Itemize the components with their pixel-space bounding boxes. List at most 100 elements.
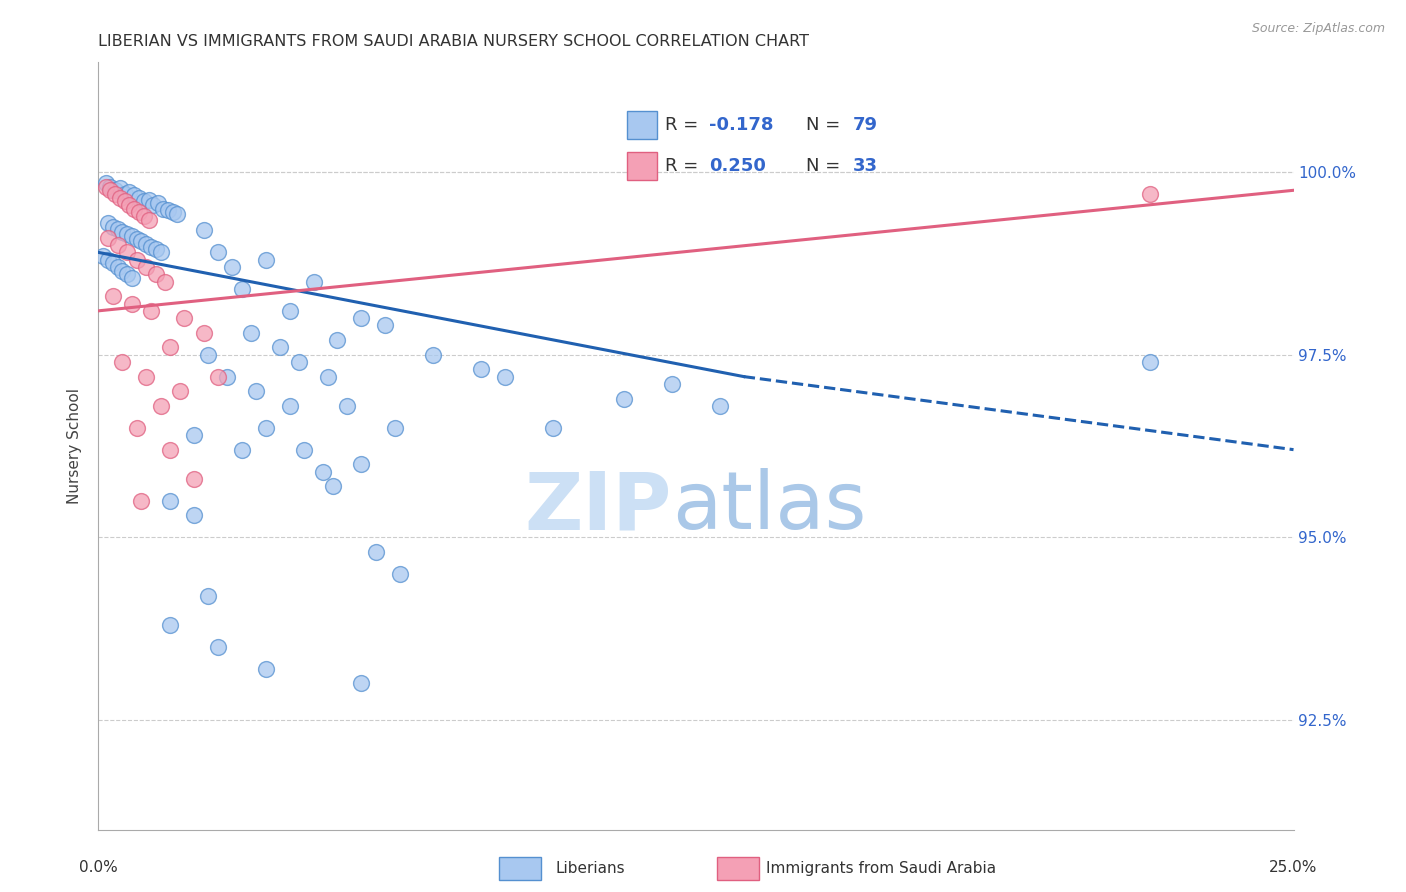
Point: [101, 256, 124, 270]
Point: [322, 479, 344, 493]
Text: LIBERIAN VS IMMIGRANTS FROM SAUDI ARABIA NURSERY SCHOOL CORRELATION CHART: LIBERIAN VS IMMIGRANTS FROM SAUDI ARABIA…: [98, 34, 810, 49]
Point: [125, 421, 148, 435]
Point: [104, 186, 127, 201]
Text: Liberians: Liberians: [555, 862, 626, 876]
Point: [114, 186, 136, 201]
Point: [111, 355, 134, 369]
Point: [94, 176, 117, 190]
Point: [97, 252, 120, 267]
Point: [114, 194, 136, 209]
Point: [162, 205, 184, 219]
Point: [135, 260, 157, 274]
Point: [374, 318, 396, 333]
Point: [278, 303, 301, 318]
Point: [364, 545, 387, 559]
Point: [350, 676, 373, 690]
Point: [128, 205, 150, 219]
Point: [302, 275, 325, 289]
Point: [316, 369, 339, 384]
Point: [131, 493, 153, 508]
Point: [108, 191, 131, 205]
Point: [494, 369, 516, 384]
Point: [94, 179, 117, 194]
Point: [207, 245, 229, 260]
Point: [254, 252, 277, 267]
Point: [104, 183, 127, 197]
Point: [221, 260, 243, 274]
Point: [135, 236, 157, 251]
Point: [709, 399, 731, 413]
Point: [159, 618, 181, 632]
Point: [115, 268, 138, 282]
Point: [118, 198, 141, 212]
Point: [98, 183, 122, 197]
Point: [115, 227, 138, 241]
Point: [336, 399, 359, 413]
Point: [152, 202, 174, 216]
Point: [278, 399, 301, 413]
Point: [1139, 355, 1161, 369]
Point: [108, 181, 131, 195]
Point: [132, 194, 155, 209]
Point: [245, 384, 267, 399]
Point: [231, 282, 253, 296]
Point: [107, 222, 129, 236]
Point: [159, 442, 181, 457]
Point: [350, 457, 373, 471]
Point: [292, 442, 315, 457]
Point: [254, 421, 277, 435]
Point: [197, 348, 219, 362]
Point: [121, 271, 143, 285]
Text: Immigrants from Saudi Arabia: Immigrants from Saudi Arabia: [766, 862, 997, 876]
Point: [101, 219, 124, 234]
Point: [384, 421, 406, 435]
Point: [148, 195, 170, 210]
Point: [254, 662, 277, 676]
Point: [97, 231, 120, 245]
Point: [139, 303, 162, 318]
Point: [231, 442, 253, 457]
Point: [541, 421, 564, 435]
Point: [97, 216, 120, 230]
Point: [91, 249, 114, 263]
Point: [159, 340, 181, 354]
Point: [145, 268, 167, 282]
Point: [138, 212, 160, 227]
Point: [111, 225, 134, 239]
Point: [121, 229, 143, 244]
Point: [142, 198, 165, 212]
Point: [131, 235, 153, 249]
Point: [159, 493, 181, 508]
Point: [197, 589, 219, 603]
Point: [115, 245, 138, 260]
Point: [269, 340, 291, 354]
Point: [166, 207, 188, 221]
Point: [613, 392, 636, 406]
Point: [124, 202, 146, 216]
Y-axis label: Nursery School: Nursery School: [67, 388, 83, 504]
Point: [124, 188, 146, 202]
Point: [138, 193, 160, 207]
Point: [240, 326, 263, 340]
Point: [183, 428, 205, 442]
Point: [155, 275, 177, 289]
Point: [183, 508, 205, 523]
Point: [193, 326, 215, 340]
Point: [173, 311, 195, 326]
Point: [193, 223, 215, 237]
Point: [107, 260, 129, 274]
Point: [125, 232, 148, 246]
Point: [217, 369, 239, 384]
Point: [149, 399, 172, 413]
Point: [107, 238, 129, 252]
Point: [118, 186, 141, 200]
Point: [156, 202, 179, 217]
Point: [422, 348, 444, 362]
Point: [101, 289, 124, 303]
Point: [135, 369, 157, 384]
Point: [169, 384, 191, 399]
Point: [661, 376, 683, 391]
Point: [132, 209, 155, 223]
Point: [350, 311, 373, 326]
Text: atlas: atlas: [672, 468, 866, 547]
